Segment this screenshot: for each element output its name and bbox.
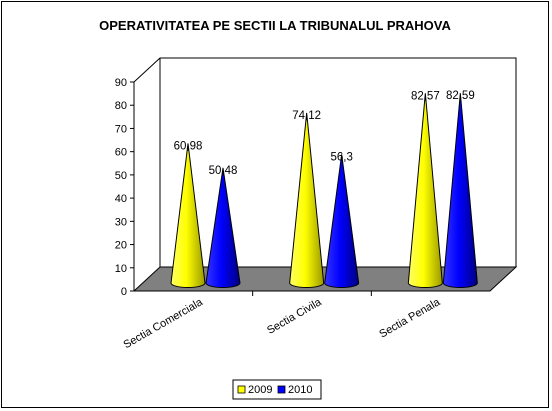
back-wall [133,57,517,267]
y-tick-label: 90 [115,77,127,89]
category-label-2: Sectia Penala [377,296,443,341]
y-tick-label: 60 [115,147,127,159]
legend: 2009 2010 [232,379,322,400]
cone-2009-0 [170,143,206,288]
legend-label-2010: 2010 [288,384,312,396]
data-labels: 60,98 50,48 74,12 56,3 82,57 82,59 [174,90,475,177]
legend-label-2009: 2009 [248,384,272,396]
category-label-0: Sectia Comerciala [122,296,206,351]
y-tick-label: 50 [115,170,127,182]
legend-box [232,379,322,400]
x-tick-labels: Sectia Comerciala Sectia Civila Sectia Pen… [122,296,443,351]
y-tick-label: 30 [115,216,127,228]
cone-2010-0 [205,167,241,288]
y-ticks: 0 10 20 30 40 50 60 70 80 90 [115,77,134,298]
data-label-2010-2: 82,59 [446,90,475,102]
data-label-2010-1: 56,3 [330,151,352,163]
data-label-2009-1: 74,12 [292,110,321,122]
chart-title: OPERATIVITATEA PE SECTII LA TRIBUNALUL P… [99,18,451,33]
cone-2009-1 [289,112,325,288]
cones [170,93,478,288]
y-tick-label: 40 [115,193,127,205]
y-tick-label: 10 [115,263,127,275]
data-label-2009-0: 60,98 [174,140,203,152]
y-tick-label: 0 [121,286,127,298]
y-tick-label: 80 [115,100,127,112]
cone-2009-2 [407,93,443,288]
data-label-2009-2: 82,57 [411,90,440,102]
category-label-1: Sectia Civila [265,296,324,337]
data-label-2010-0: 50,48 [209,165,238,177]
cone-2010-1 [324,154,360,288]
y-tick-label: 20 [115,240,127,252]
legend-swatch-2010 [277,385,286,394]
y-tick-label: 70 [115,123,127,135]
cone-2010-2 [442,93,478,288]
legend-swatch-2009 [237,385,246,394]
